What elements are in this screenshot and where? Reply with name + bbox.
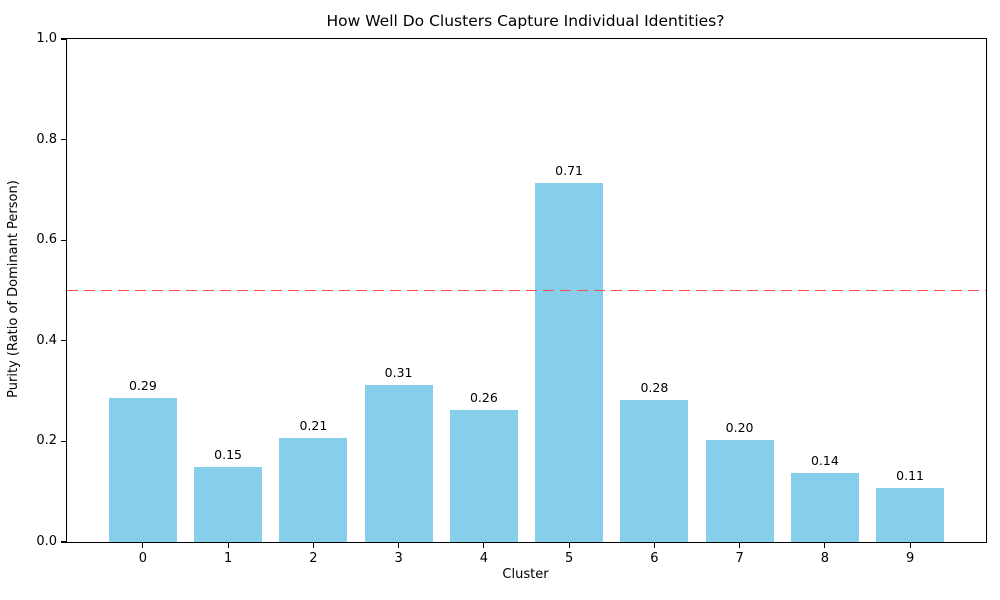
bar-value-label: 0.11 <box>896 468 925 484</box>
y-tick-label: 0.0 <box>36 534 57 550</box>
bar-value-label: 0.21 <box>299 417 328 433</box>
x-tick-label: 1 <box>223 551 233 566</box>
x-tick-mark <box>227 542 229 548</box>
x-axis-label: Cluster <box>502 567 549 582</box>
x-tick-mark <box>909 542 911 548</box>
y-tick-mark <box>61 239 67 241</box>
x-tick-label: 0 <box>138 551 148 566</box>
y-tick-label: 0.6 <box>36 232 57 248</box>
x-tick-mark <box>653 542 655 548</box>
x-tick-mark <box>568 542 570 548</box>
y-tick-mark <box>61 340 67 342</box>
bar-value-label: 0.20 <box>725 419 754 435</box>
bar-cluster-7 <box>705 439 774 542</box>
x-tick-label: 6 <box>650 551 659 566</box>
x-tick-label: 3 <box>394 551 403 566</box>
x-tick-label: 2 <box>309 551 318 566</box>
bar-cluster-9 <box>876 488 945 542</box>
x-tick-mark <box>398 542 400 548</box>
threshold-line <box>67 289 986 292</box>
plot-area: 0.29 0.15 0.21 0.31 0.26 0.71 0.28 0.20 0.14 0.11… <box>36 31 987 566</box>
y-tick-mark <box>61 440 67 443</box>
bar-cluster-2 <box>279 437 348 542</box>
bar-value-label: 0.14 <box>810 453 839 469</box>
bar-value-label: 0.28 <box>640 380 669 396</box>
y-tick-label: 0.8 <box>36 131 57 147</box>
bar-cluster-1 <box>194 467 263 542</box>
bar-cluster-0 <box>108 398 177 542</box>
x-tick-mark <box>483 542 485 548</box>
y-axis-label: Purity (Ratio of Dominant Person) <box>6 180 21 398</box>
bar-value-label: 0.71 <box>555 162 584 178</box>
y-tick-label: 1.0 <box>36 31 57 47</box>
bar-cluster-5 <box>535 182 604 542</box>
y-tick-label: 0.4 <box>36 332 57 348</box>
y-tick-mark <box>61 541 67 543</box>
x-tick-mark <box>824 542 826 548</box>
x-tick-label: 7 <box>735 551 744 566</box>
bar-value-label: 0.15 <box>214 447 243 463</box>
x-tick-label: 4 <box>479 551 489 566</box>
bar-cluster-8 <box>790 473 859 542</box>
x-tick-label: 9 <box>905 551 915 566</box>
bar-cluster-6 <box>620 400 689 542</box>
bar-cluster-3 <box>364 384 433 542</box>
x-tick-mark <box>312 542 314 548</box>
x-tick-label: 8 <box>820 551 830 566</box>
chart-title: How Well Do Clusters Capture Individual … <box>326 12 725 30</box>
y-tick-mark <box>61 38 67 40</box>
bar-cluster-4 <box>449 410 518 542</box>
bar-value-label: 0.26 <box>469 390 498 406</box>
y-tick-label: 0.2 <box>36 433 57 449</box>
x-tick-mark <box>142 542 144 548</box>
bar-value-label: 0.31 <box>384 364 413 380</box>
bar-value-label: 0.29 <box>128 378 157 394</box>
x-tick-mark <box>739 542 741 548</box>
x-tick-label: 5 <box>564 551 574 566</box>
y-tick-mark <box>61 138 67 141</box>
